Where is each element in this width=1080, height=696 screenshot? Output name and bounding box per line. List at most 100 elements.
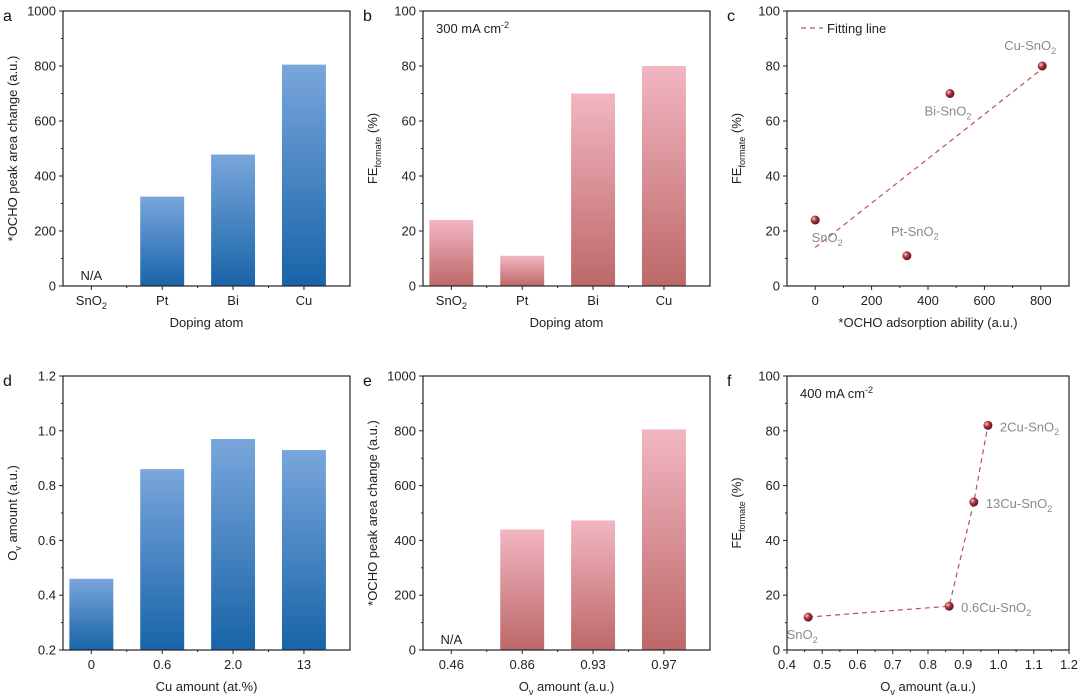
x-tick-label: SnO2 [76, 293, 107, 311]
y-tick-label: 400 [394, 533, 416, 548]
bar [429, 220, 474, 286]
y-tick-label: 80 [766, 59, 780, 74]
y-tick-label: 80 [766, 423, 780, 438]
plot-frame [786, 10, 1070, 287]
y-tick-label: 40 [766, 169, 780, 184]
y-tick-label: 0 [49, 279, 56, 294]
bar [211, 439, 256, 650]
y-tick-label: 800 [34, 59, 56, 74]
data-point [810, 215, 820, 225]
y-tick-label: 1000 [27, 4, 56, 19]
y-tick-label: 60 [402, 114, 416, 129]
y-tick-label: 60 [766, 114, 780, 129]
y-tick-label: 0 [409, 279, 416, 294]
y-tick-label: 0.6 [38, 533, 56, 548]
point-label: 0.6Cu-SnO2 [961, 600, 1031, 618]
y-tick-label: 0.2 [38, 643, 56, 658]
x-tick-label: Pt [156, 293, 169, 308]
x-tick-label: 0.8 [919, 657, 937, 672]
y-tick-label: 1.2 [38, 369, 56, 384]
x-tick-label: SnO2 [436, 293, 467, 311]
panel-e: e 0 200 400 600 800 1000 0.46 0.86 0.93 0.97 N/A Ov … [363, 369, 711, 696]
x-tick-label: 0.7 [884, 657, 902, 672]
bar [641, 429, 686, 650]
y-tick-label: 40 [766, 533, 780, 548]
x-tick-label: Bi [587, 293, 599, 308]
data-point [983, 420, 993, 430]
x-tick-label: 0.86 [510, 657, 535, 672]
y-axis-label: FEformate (%) [729, 477, 747, 548]
point-label: 13Cu-SnO2 [986, 496, 1052, 514]
point-label: SnO2 [787, 627, 818, 645]
y-axis-label: *OCHO peak area change (a.u.) [365, 420, 380, 606]
point-label: Pt-SnO2 [891, 224, 939, 242]
y-axis-label: FEformate (%) [365, 113, 383, 184]
y-tick-label: 20 [766, 224, 780, 239]
y-axis-label: FEformate (%) [729, 113, 747, 184]
x-tick-label: 0 [88, 657, 95, 672]
y-tick-label: 40 [402, 169, 416, 184]
panel-d: d 0.2 0.4 0.6 0.8 1.0 1.2 0 0.6 2.0 13 Cu amount (a… [3, 369, 351, 694]
plot-frame [422, 375, 711, 651]
x-tick-label: 400 [917, 293, 939, 308]
y-tick-label: 20 [766, 588, 780, 603]
inset-text: 400 mA cm-2 [800, 385, 873, 401]
panel-letter: f [727, 373, 732, 390]
y-tick-label: 0.8 [38, 478, 56, 493]
x-axis-label: Doping atom [170, 315, 244, 330]
bar [571, 93, 616, 286]
bar [500, 529, 545, 650]
y-tick-label: 1000 [387, 369, 416, 384]
point-label: SnO2 [812, 230, 843, 248]
inset-text: 300 mA cm-2 [436, 20, 509, 36]
y-tick-label: 600 [394, 478, 416, 493]
fit-line [814, 68, 1043, 248]
x-tick-label: 2.0 [224, 657, 242, 672]
data-point [945, 89, 955, 98]
data-point [902, 251, 912, 261]
x-tick-label: Bi [227, 293, 239, 308]
y-tick-label: 100 [758, 4, 780, 19]
x-tick-label: 600 [974, 293, 996, 308]
x-tick-label: 0.6 [153, 657, 171, 672]
panel-letter: d [3, 373, 12, 390]
x-tick-label: 0.97 [651, 657, 676, 672]
x-axis-label: *OCHO adsorption ability (a.u.) [838, 315, 1017, 330]
x-axis-label: Doping atom [530, 315, 604, 330]
x-tick-label: 13 [297, 657, 311, 672]
y-tick-label: 400 [34, 169, 56, 184]
point-label: 2Cu-SnO2 [1000, 419, 1059, 437]
y-axis-label: Ov amount (a.u.) [5, 465, 23, 561]
legend-label: Fitting line [827, 21, 886, 36]
x-tick-label: Pt [516, 293, 529, 308]
x-tick-label: 1.2 [1060, 657, 1078, 672]
point-label: Cu-SnO2 [1004, 38, 1056, 56]
bar [211, 154, 256, 286]
x-tick-label: 0.4 [778, 657, 796, 672]
plot-frame [62, 375, 351, 651]
bar [140, 196, 185, 286]
bar [281, 449, 326, 650]
x-axis-label: Cu amount (at.%) [156, 679, 258, 694]
data-point [1037, 61, 1047, 71]
panel-c: c 0 20 40 60 80 100 0 200 400 600 800 Fitting line Sn… [727, 4, 1070, 330]
y-tick-label: 100 [394, 4, 416, 19]
y-tick-label: 1.0 [38, 423, 56, 438]
x-tick-label: 200 [861, 293, 883, 308]
y-tick-label: 600 [34, 114, 56, 129]
x-tick-label: Cu [656, 293, 673, 308]
x-tick-label: 0 [812, 293, 819, 308]
bar [500, 255, 545, 286]
bar [641, 66, 686, 286]
plot-frame [62, 10, 351, 287]
panel-letter: b [363, 8, 372, 25]
x-tick-label: 0.6 [848, 657, 866, 672]
panel-letter: c [727, 8, 735, 25]
y-tick-label: 200 [34, 224, 56, 239]
plot-frame [422, 10, 711, 287]
x-tick-label: 0.46 [439, 657, 464, 672]
x-tick-label: 0.93 [580, 657, 605, 672]
panel-b: b 0 20 40 60 80 100 SnO2 Pt Bi Cu 300 mA cm-2 Doping… [363, 4, 711, 330]
bar [571, 520, 616, 650]
na-annotation: N/A [81, 268, 103, 283]
